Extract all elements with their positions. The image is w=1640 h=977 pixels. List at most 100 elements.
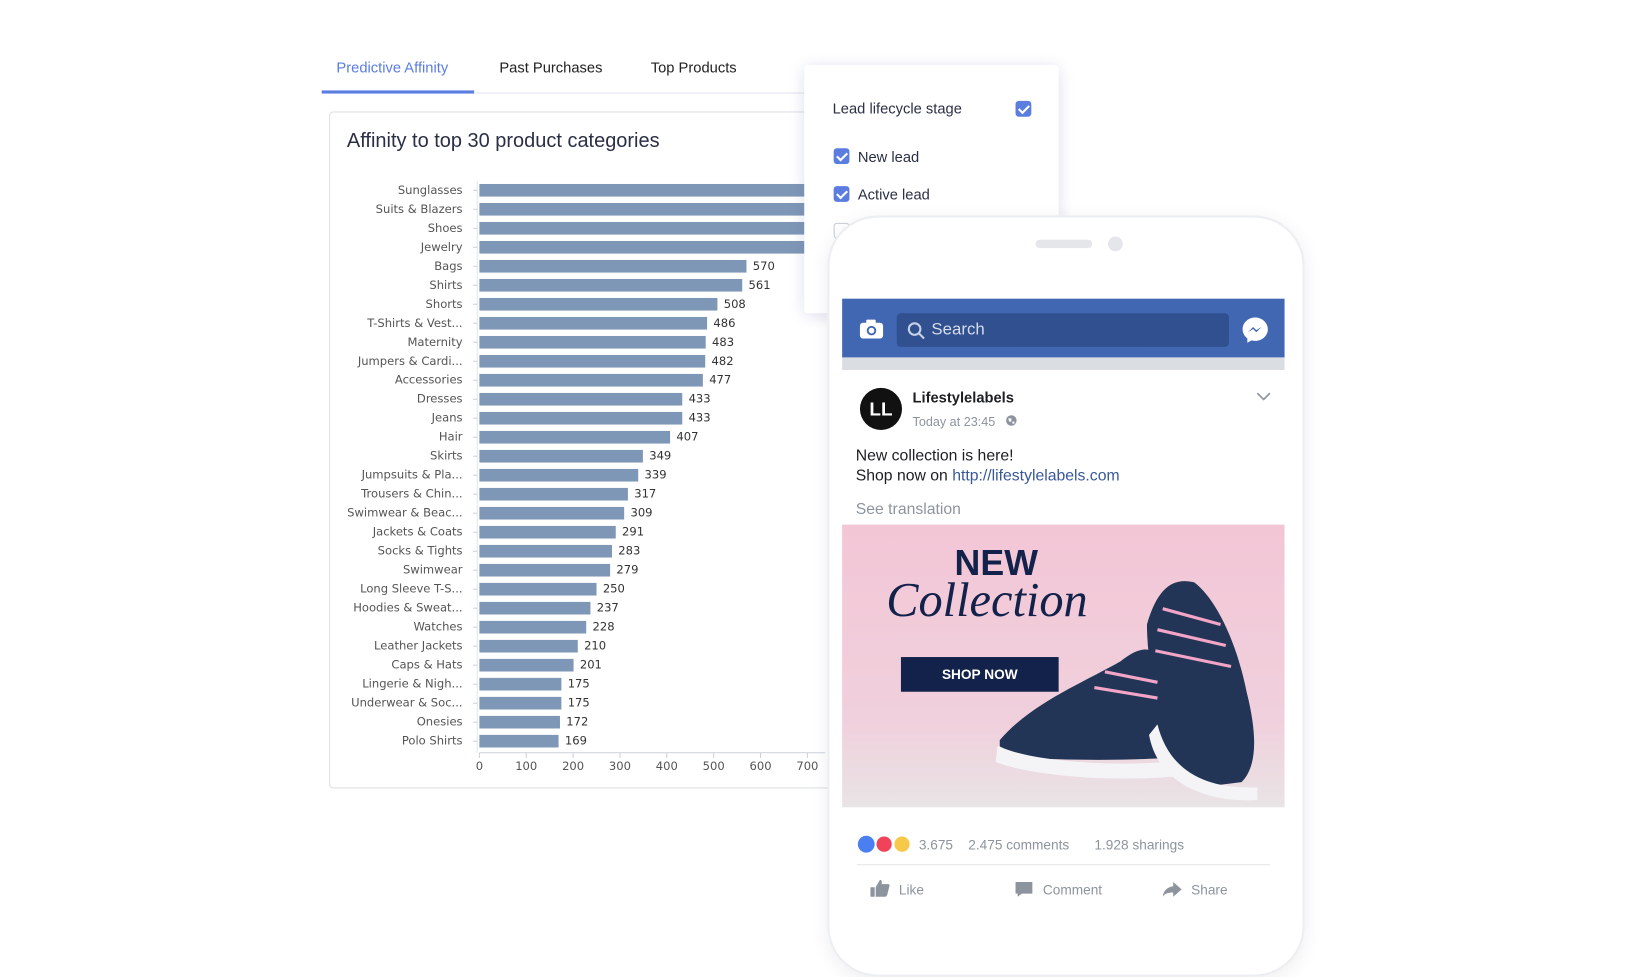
share-button[interactable]: Share xyxy=(1191,882,1228,898)
bar xyxy=(479,183,836,197)
bar xyxy=(479,449,643,463)
bar xyxy=(479,297,718,311)
y-tick-label: Caps & Hats xyxy=(391,658,462,672)
value-label: 433 xyxy=(689,392,711,406)
link[interactable]: http://lifestylelabels.com xyxy=(952,466,1120,485)
like-icon xyxy=(870,879,890,897)
checkbox[interactable] xyxy=(833,148,850,164)
ad-script: Collection xyxy=(886,572,1088,627)
chevron[interactable] xyxy=(1256,391,1271,402)
checkbox[interactable] xyxy=(833,186,850,202)
reaction-icons xyxy=(857,834,912,854)
bar xyxy=(479,240,808,254)
value-label: 250 xyxy=(603,582,625,596)
x-tick-label: 300 xyxy=(609,759,631,773)
y-tick-label: Sunglasses xyxy=(398,183,463,197)
y-tick-label: Swimwear & Beac... xyxy=(347,506,462,520)
y-tick-label: Shirts xyxy=(429,278,462,292)
checkbox[interactable] xyxy=(1015,100,1032,117)
comment-icon xyxy=(1015,882,1033,897)
value-label: 317 xyxy=(634,487,656,501)
y-tick-label: Hair xyxy=(439,430,463,444)
bar xyxy=(479,563,611,577)
value-label: 237 xyxy=(597,601,619,615)
y-tick-label: Swimwear xyxy=(403,563,463,577)
search-icon xyxy=(907,322,925,340)
chart: Affinity to top 30 product categories 0 1… xyxy=(347,130,864,773)
y-tick-label: Underwear & Soc... xyxy=(351,696,462,710)
divider xyxy=(856,864,1270,866)
y-tick-label: Maternity xyxy=(407,335,462,349)
y-tick-label: Accessories xyxy=(395,373,463,387)
bar xyxy=(479,601,591,615)
see-translation[interactable]: See translation xyxy=(855,500,961,519)
value-label: 283 xyxy=(618,544,640,558)
bar xyxy=(479,259,747,273)
y-tick-label: Socks & Tights xyxy=(378,544,463,558)
author[interactable]: Lifestylelabels xyxy=(912,388,1014,406)
value-label: 279 xyxy=(616,563,638,577)
timestamp: Today at 23:45 xyxy=(912,414,996,429)
tab[interactable]: Past Purchases xyxy=(499,58,603,76)
y-tick-label: Trousers & Chin... xyxy=(360,487,462,501)
ad-image[interactable]: NEW Collection SHOP NOW xyxy=(842,524,1285,808)
share-count[interactable]: 1.928 sharings xyxy=(1094,836,1185,853)
y-tick-label: Jackets & Coats xyxy=(372,525,463,539)
comment-count[interactable]: 2.475 comments xyxy=(968,836,1070,853)
value-label: 339 xyxy=(645,468,667,482)
bar xyxy=(479,316,708,330)
search-box[interactable] xyxy=(896,313,1229,347)
value-label: 407 xyxy=(676,430,698,444)
y-tick-label: Watches xyxy=(413,620,462,634)
bar xyxy=(479,658,574,672)
comment-button[interactable]: Comment xyxy=(1042,882,1103,898)
avatar: LL xyxy=(859,387,902,430)
post-text: Shop now on xyxy=(855,466,948,485)
value-label: 169 xyxy=(565,734,587,748)
bar xyxy=(479,335,706,349)
value-label: 210 xyxy=(584,639,606,653)
value-label: 175 xyxy=(568,677,590,691)
search-placeholder: Search xyxy=(931,320,985,339)
value-label: 561 xyxy=(749,278,771,292)
y-tick-label: Shorts xyxy=(426,297,463,311)
x-tick-label: 700 xyxy=(796,759,818,773)
tab[interactable]: Predictive Affinity xyxy=(336,58,449,76)
bar xyxy=(479,373,703,387)
value-label: 482 xyxy=(712,354,734,368)
ad-button[interactable]: SHOP NOW xyxy=(900,657,1059,692)
chart-title: Affinity to top 30 product categories xyxy=(347,130,660,152)
camera-icon[interactable] xyxy=(859,319,884,340)
x-tick-label: 400 xyxy=(656,759,678,773)
y-tick-label: Hoodies & Sweat... xyxy=(353,601,462,615)
x-tick-label: 200 xyxy=(562,759,584,773)
bar xyxy=(479,696,562,710)
bar xyxy=(479,639,578,653)
value-label: 433 xyxy=(689,411,711,425)
y-tick-label: Jumpers & Cardi... xyxy=(357,354,463,368)
tab-indicator xyxy=(321,90,475,94)
y-tick-label: Suits & Blazers xyxy=(376,202,463,216)
bar xyxy=(479,582,597,596)
tab[interactable]: Top Products xyxy=(650,58,737,76)
bar xyxy=(479,202,827,216)
bar xyxy=(479,221,817,235)
y-tick-label: Shoes xyxy=(428,221,463,235)
y-tick-label: Jumpsuits & Pla... xyxy=(361,468,463,482)
bar xyxy=(479,278,743,292)
bar xyxy=(479,354,706,368)
messenger-icon[interactable] xyxy=(1242,316,1269,343)
y-tick-label: Long Sleeve T-S... xyxy=(360,582,462,596)
value-label: 309 xyxy=(630,506,652,520)
shoe-illustration xyxy=(995,581,1258,801)
value-label: 483 xyxy=(712,335,734,349)
bar xyxy=(479,620,587,634)
x-tick-label: 0 xyxy=(476,759,483,773)
screen: Search LL Lifestylelabels Today at 23:45… xyxy=(842,298,1285,808)
speaker xyxy=(1035,239,1093,249)
reaction-count[interactable]: 3.675 xyxy=(918,836,954,853)
value-label: 477 xyxy=(709,373,731,387)
option-label: New lead xyxy=(857,148,920,166)
bar xyxy=(479,544,612,558)
like-button[interactable]: Like xyxy=(898,882,924,898)
